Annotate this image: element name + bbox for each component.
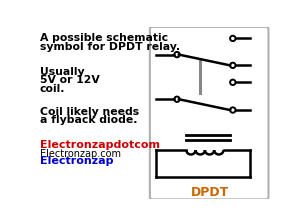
Text: DPDT: DPDT xyxy=(190,186,229,199)
Text: a flyback diode.: a flyback diode. xyxy=(40,115,137,125)
Text: Coil likely needs: Coil likely needs xyxy=(40,107,139,117)
Text: Electronzap: Electronzap xyxy=(40,156,113,166)
Text: Electronzap.com: Electronzap.com xyxy=(40,149,121,159)
Text: Usually: Usually xyxy=(40,67,85,77)
Text: coil.: coil. xyxy=(40,84,65,94)
FancyBboxPatch shape xyxy=(150,27,268,199)
Text: A possible schematic: A possible schematic xyxy=(40,33,168,43)
Text: Electronzapdotcom: Electronzapdotcom xyxy=(40,140,160,150)
Text: symbol for DPDT relay.: symbol for DPDT relay. xyxy=(40,41,180,52)
Text: 5V or 12V: 5V or 12V xyxy=(40,75,100,85)
